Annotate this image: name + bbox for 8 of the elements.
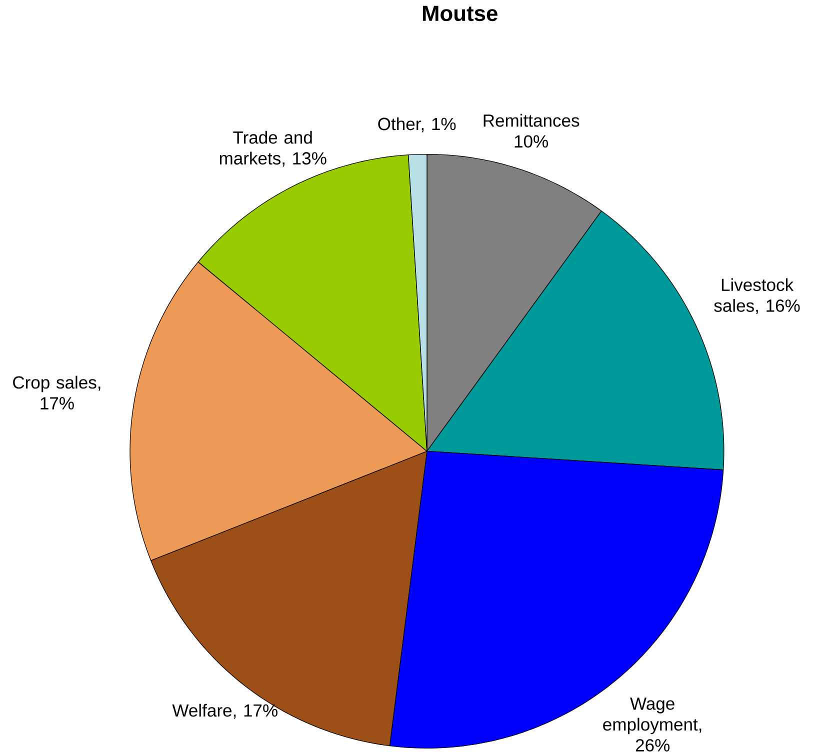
slice-label: Other, 1% <box>378 117 456 132</box>
slice-label: Trade and markets, 13% <box>220 131 326 167</box>
slice-label: Remittances 10% <box>484 114 580 148</box>
slice-label: Livestock sales, 16% <box>714 278 800 314</box>
slice-label: Crop sales, 17% <box>13 376 100 410</box>
slice-label: Wage employment, 26% <box>603 698 702 752</box>
slice-label: Welfare, 17% <box>172 704 278 719</box>
chart-title: Moutse <box>422 6 498 22</box>
